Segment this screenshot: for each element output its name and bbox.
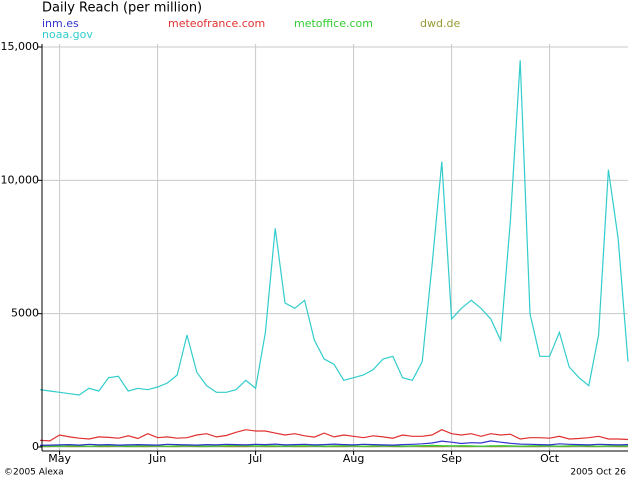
legend-entry: noaa.gov bbox=[42, 28, 93, 41]
x-tick-label: Jul bbox=[248, 452, 262, 465]
date-stamp: 2005 Oct 26 bbox=[570, 468, 626, 478]
x-tick-label: Aug bbox=[343, 452, 364, 465]
series-line bbox=[39, 429, 629, 442]
series-line bbox=[39, 444, 629, 447]
y-tick-label: 15,000 bbox=[1, 40, 40, 53]
grid bbox=[42, 44, 628, 451]
x-tick-label: May bbox=[48, 452, 71, 465]
credit: ©2005 Alexa bbox=[4, 468, 64, 478]
series-line bbox=[39, 440, 629, 446]
chart-title: Daily Reach (per million) bbox=[42, 1, 202, 16]
series-line bbox=[39, 60, 629, 396]
x-tick-label: Sep bbox=[441, 452, 462, 465]
x-tick-label: Jun bbox=[148, 452, 166, 465]
legend-entry: metoffice.com bbox=[294, 17, 373, 30]
legend-entry: meteofrance.com bbox=[168, 17, 265, 30]
plot-lines bbox=[39, 60, 629, 448]
y-tick-label: 10,000 bbox=[1, 173, 40, 186]
legend-entry: inm.es bbox=[42, 17, 79, 30]
y-tick-label: 5000 bbox=[11, 307, 39, 320]
y-tick-label: 0 bbox=[32, 440, 39, 453]
x-tick-label: Oct bbox=[540, 452, 560, 465]
legend-entry: dwd.de bbox=[420, 17, 460, 30]
